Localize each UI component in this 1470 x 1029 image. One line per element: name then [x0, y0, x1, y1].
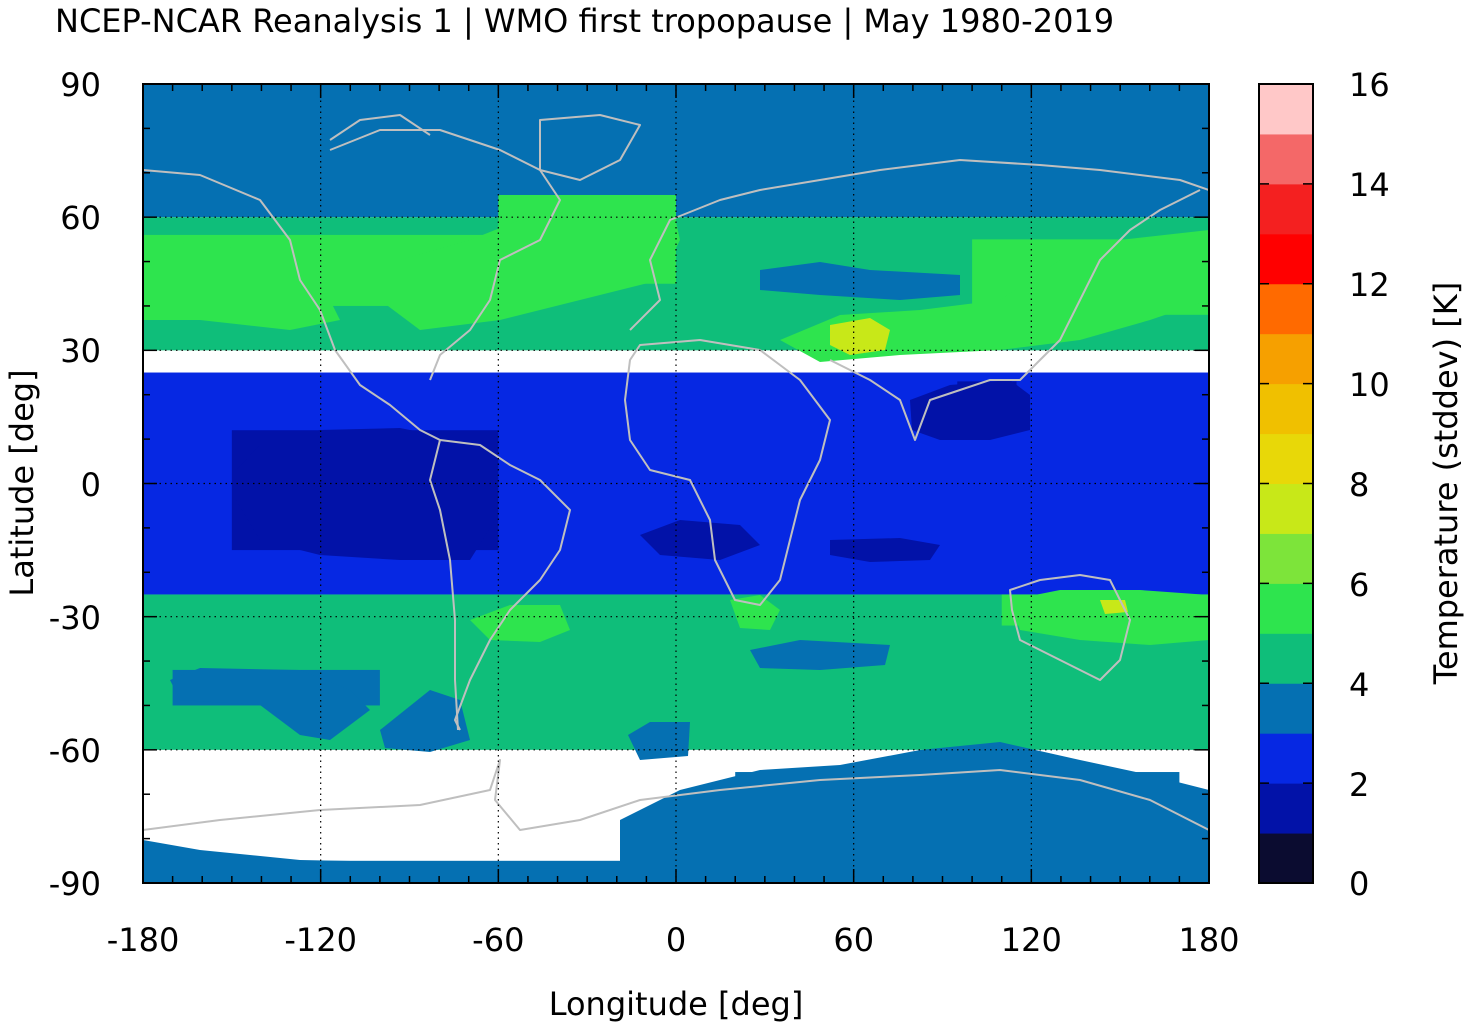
x-tick-label: -60	[472, 921, 524, 959]
y-tick-label: -90	[49, 865, 101, 903]
colorbar-segment	[1259, 633, 1313, 683]
colorbar-segment	[1259, 683, 1313, 733]
colorbar-tick-label: 2	[1349, 766, 1369, 804]
colorbar-tick-label: 8	[1349, 466, 1369, 504]
colorbar-segment	[1259, 583, 1313, 633]
colorbar-tick-label: 16	[1349, 66, 1390, 104]
colorbar-segment	[1259, 134, 1313, 184]
colorbar-segment	[1259, 434, 1313, 484]
y-tick-label: -30	[49, 599, 101, 637]
x-axis-ticks: -180 -120 -60 0 60 120 180	[107, 921, 1240, 959]
colorbar	[1259, 84, 1313, 884]
colorbar-segment	[1259, 384, 1313, 434]
x-tick-label: 0	[666, 921, 686, 959]
colorbar-segment	[1259, 184, 1313, 234]
x-tick-label: -180	[107, 921, 180, 959]
heatmap-field	[143, 84, 1209, 883]
y-tick-label: 0	[81, 466, 101, 504]
antarctic-low-band	[620, 742, 1209, 883]
colorbar-ticks: 16 14 12 10 8 6 4 2 0	[1349, 66, 1390, 903]
colorbar-tick-label: 6	[1349, 566, 1369, 604]
colorbar-tick-label: 12	[1349, 266, 1390, 304]
chart-title: NCEP-NCAR Reanalysis 1 | WMO first tropo…	[55, 2, 1114, 40]
x-tick-label: 60	[833, 921, 874, 959]
colorbar-segment	[1259, 783, 1313, 833]
y-tick-label: 60	[60, 199, 101, 237]
x-tick-label: 120	[1001, 921, 1062, 959]
colorbar-segment	[1259, 84, 1313, 134]
y-axis-ticks: 90 60 30 0 -30 -60 -90	[49, 66, 101, 903]
colorbar-tick-label: 14	[1349, 166, 1390, 204]
x-axis-label: Longitude [deg]	[549, 985, 804, 1023]
colorbar-segment	[1259, 234, 1313, 284]
y-tick-label: 30	[60, 332, 101, 370]
colorbar-segment	[1259, 334, 1313, 384]
colorbar-label: Temperature (stddev) [K]	[1427, 282, 1465, 685]
colorbar-segment	[1259, 833, 1313, 883]
y-axis-label: Latitude [deg]	[3, 369, 41, 596]
x-tick-label: -120	[284, 921, 357, 959]
y-tick-label: 90	[60, 66, 101, 104]
colorbar-tick-label: 0	[1349, 865, 1369, 903]
colorbar-tick-label: 10	[1349, 366, 1390, 404]
y-tick-label: -60	[49, 732, 101, 770]
colorbar-segment	[1259, 284, 1313, 334]
pacific-warm-pool-minimum	[236, 428, 495, 560]
x-tick-label: 180	[1178, 921, 1239, 959]
colorbar-segment	[1259, 733, 1313, 783]
colorbar-segment	[1259, 484, 1313, 534]
colorbar-segment	[1259, 533, 1313, 583]
colorbar-tick-label: 4	[1349, 666, 1369, 704]
